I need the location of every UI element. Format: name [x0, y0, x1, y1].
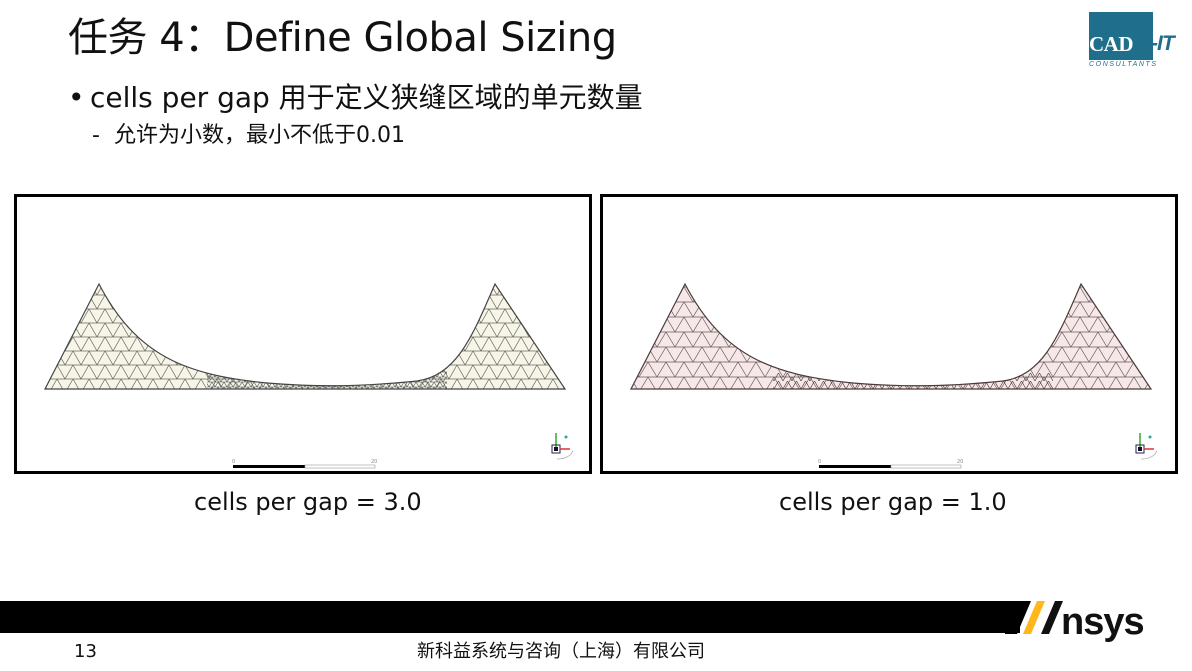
mesh-image-coarse: 0 20 [630, 282, 1158, 469]
bullet-level2: - 允许为小数，最小不低于0.01 [92, 120, 405, 152]
bullet-text: 允许为小数，最小不低于0.01 [114, 123, 405, 148]
footer-bar [0, 601, 1020, 633]
mesh-image-fine: 0 20 [44, 282, 574, 469]
svg-text:nsys: nsys [1061, 601, 1144, 643]
bullet-text: cells per gap 用于定义狭缝区域的单元数量 [90, 81, 643, 114]
axis-triad-icon [551, 433, 574, 460]
svg-text:20: 20 [371, 459, 377, 465]
cad-it-logo-sub: CONSULTANTS [1089, 61, 1158, 68]
svg-text:20: 20 [957, 459, 963, 465]
figure-caption-coarse: cells per gap = 1.0 [779, 488, 1007, 516]
scale-bar: 0 20 [232, 459, 377, 469]
cad-it-logo: CAD -IT CONSULTANTS [1087, 12, 1185, 72]
footer-company: 新科益系统与咨询（上海）有限公司 [417, 641, 705, 662]
bullet-level1: • cells per gap 用于定义狭缝区域的单元数量 [68, 80, 643, 116]
cad-it-logo-main: CAD [1089, 32, 1134, 56]
axis-triad-icon [1135, 433, 1158, 460]
slide-title: 任务 4：Define Global Sizing [68, 15, 617, 61]
svg-text:0: 0 [818, 459, 821, 465]
bullet-marker: - [92, 123, 100, 148]
scale-bar: 0 20 [818, 459, 963, 469]
cad-it-logo-suffix: -IT [1151, 32, 1175, 55]
ansys-logo: nsys [1005, 601, 1145, 643]
mesh-figure-fine: 0 20 [14, 194, 592, 474]
figure-caption-fine: cells per gap = 3.0 [194, 488, 422, 516]
bullet-marker: • [68, 81, 85, 114]
mesh-figure-coarse: 0 20 [600, 194, 1178, 474]
page-number: 13 [74, 641, 97, 662]
cad-it-logo-box [1089, 12, 1153, 60]
svg-text:0: 0 [232, 459, 235, 465]
